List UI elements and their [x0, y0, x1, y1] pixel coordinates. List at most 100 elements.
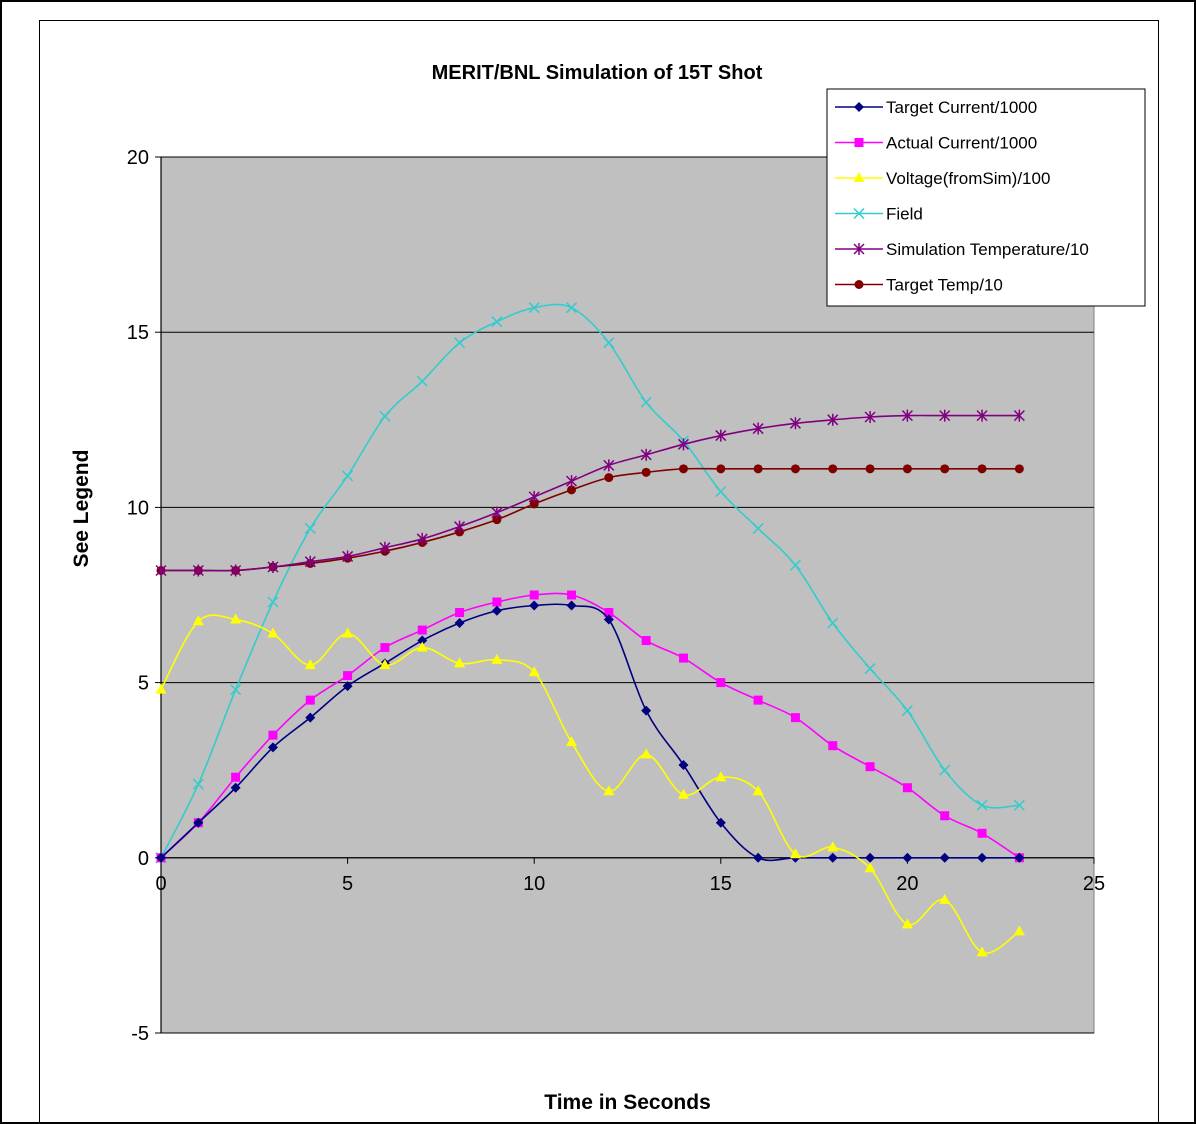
series-simulation-temperature-10 — [155, 409, 1025, 577]
series-layer — [155, 302, 1025, 957]
data-point — [342, 470, 354, 482]
y-tick-label: -5 — [131, 1023, 149, 1045]
legend-item: Voltage(fromSim)/100 — [835, 169, 1050, 188]
data-point — [715, 429, 727, 442]
data-point — [678, 759, 689, 770]
legend-label: Target Temp/10 — [886, 276, 1003, 295]
data-point — [230, 564, 242, 577]
y-tick-label: 20 — [127, 147, 149, 169]
data-point — [753, 464, 763, 474]
data-point — [416, 641, 428, 652]
legend-item: Actual Current/1000 — [835, 134, 1037, 153]
legend-item: Target Current/1000 — [835, 98, 1037, 117]
data-point — [155, 564, 167, 577]
data-point — [454, 657, 466, 668]
data-point — [828, 464, 838, 474]
data-point — [305, 695, 315, 705]
legend-marker — [853, 172, 865, 182]
y-tick-label: 15 — [127, 322, 149, 344]
data-point — [417, 635, 428, 646]
data-point — [940, 811, 950, 821]
data-point — [342, 627, 354, 638]
data-point — [267, 627, 279, 638]
legend-label: Simulation Temperature/10 — [886, 240, 1089, 259]
data-point — [939, 409, 951, 422]
data-point — [789, 417, 801, 430]
data-point — [529, 499, 539, 509]
data-point — [677, 438, 690, 451]
legend-marker — [854, 138, 864, 147]
legend-marker — [853, 243, 865, 255]
x-axis-title: Time in Seconds — [544, 1091, 711, 1114]
legend-label: Field — [886, 205, 923, 224]
data-point — [155, 683, 167, 694]
data-point — [678, 464, 688, 474]
data-point — [343, 671, 353, 681]
legend-marker — [854, 102, 864, 112]
data-point — [1014, 852, 1025, 863]
data-point — [1013, 925, 1025, 936]
data-point — [380, 643, 390, 653]
data-point — [192, 564, 204, 577]
data-point — [379, 541, 391, 554]
data-point — [491, 316, 503, 328]
data-point — [416, 532, 428, 545]
data-point — [715, 771, 727, 782]
data-point — [454, 520, 466, 533]
data-point — [976, 409, 988, 422]
data-point — [641, 467, 651, 477]
data-point — [492, 515, 502, 525]
data-point — [342, 550, 354, 563]
data-point — [976, 799, 988, 811]
data-point — [603, 459, 615, 472]
data-point — [492, 597, 502, 607]
data-point — [864, 862, 876, 873]
data-point — [753, 852, 764, 863]
data-point — [455, 608, 465, 618]
legend-marker — [854, 280, 864, 289]
data-point — [193, 817, 204, 828]
data-point — [827, 841, 839, 852]
chart-title: MERIT/BNL Simulation of 15T Shot — [432, 62, 763, 84]
legend-label: Actual Current/1000 — [886, 134, 1037, 153]
data-point — [267, 596, 279, 608]
data-point — [977, 464, 987, 474]
data-point — [902, 464, 912, 474]
data-point — [342, 681, 353, 692]
data-point — [417, 625, 427, 635]
data-point — [901, 918, 913, 929]
x-tick-label: 5 — [342, 873, 353, 895]
legend-marker — [853, 207, 865, 220]
data-point — [789, 848, 801, 859]
data-point — [454, 337, 466, 349]
data-point — [865, 464, 875, 474]
data-point — [604, 608, 614, 618]
legend-item: Simulation Temperature/10 — [835, 240, 1089, 259]
legend-label: Target Current/1000 — [886, 98, 1037, 117]
data-point — [567, 590, 577, 600]
legend-item: Field — [835, 205, 923, 224]
data-point — [604, 473, 614, 483]
data-point — [230, 613, 242, 624]
y-tick-label: 10 — [127, 497, 149, 519]
legend-label: Voltage(fromSim)/100 — [886, 169, 1050, 188]
data-point — [827, 413, 839, 426]
data-point — [865, 852, 876, 863]
data-point — [715, 817, 726, 828]
data-point — [566, 736, 578, 747]
data-point — [565, 302, 578, 314]
x-tick-label: 10 — [523, 873, 545, 895]
data-point — [603, 614, 614, 625]
data-point — [230, 684, 242, 696]
data-point — [1013, 409, 1025, 422]
data-point — [790, 464, 800, 474]
data-point — [939, 764, 951, 776]
data-point — [864, 663, 876, 675]
data-point — [939, 852, 950, 863]
data-point — [827, 617, 839, 629]
data-point — [566, 600, 577, 611]
data-point — [677, 788, 689, 799]
data-point — [977, 852, 988, 863]
data-point — [640, 448, 652, 461]
